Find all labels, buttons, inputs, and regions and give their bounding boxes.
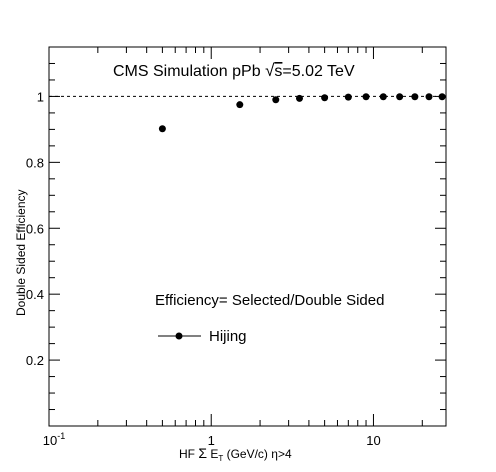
legend-marker [175,332,183,340]
data-point [272,96,280,104]
x-axis-title: HF Σ ET (GeV/c) η>4 [179,445,292,463]
data-point [344,93,352,101]
data-point [236,101,244,109]
data-point [379,93,387,101]
y-tick-label: 0.8 [26,155,44,170]
data-point [362,93,370,101]
y-tick-label: 0.4 [26,287,44,302]
legend-label-hijing: Hijing [209,328,247,345]
x-tick-label: 1 [208,433,215,448]
legend: Hijing [158,328,247,345]
data-point [158,125,166,133]
data-point [295,94,303,102]
chart-title: CMS Simulation pPb √s=5.02 TeV [113,61,355,80]
annotation-text: Efficiency= Selected/Double Sided [155,292,384,309]
data-point [396,93,404,101]
y-tick-label: 0.6 [26,221,44,236]
plot-frame [48,46,447,427]
data-point [438,93,446,101]
y-tick-label: 1 [37,89,44,104]
data-points [158,93,446,133]
data-point [321,94,329,102]
data-point [411,93,419,101]
data-point [425,93,433,101]
sqrt-symbol: √ [265,61,275,80]
y-tick-label: 0.2 [26,353,44,368]
x-tick-label: 10 [366,433,380,448]
y-axis-title: Double Sided Efficiency [14,189,28,316]
